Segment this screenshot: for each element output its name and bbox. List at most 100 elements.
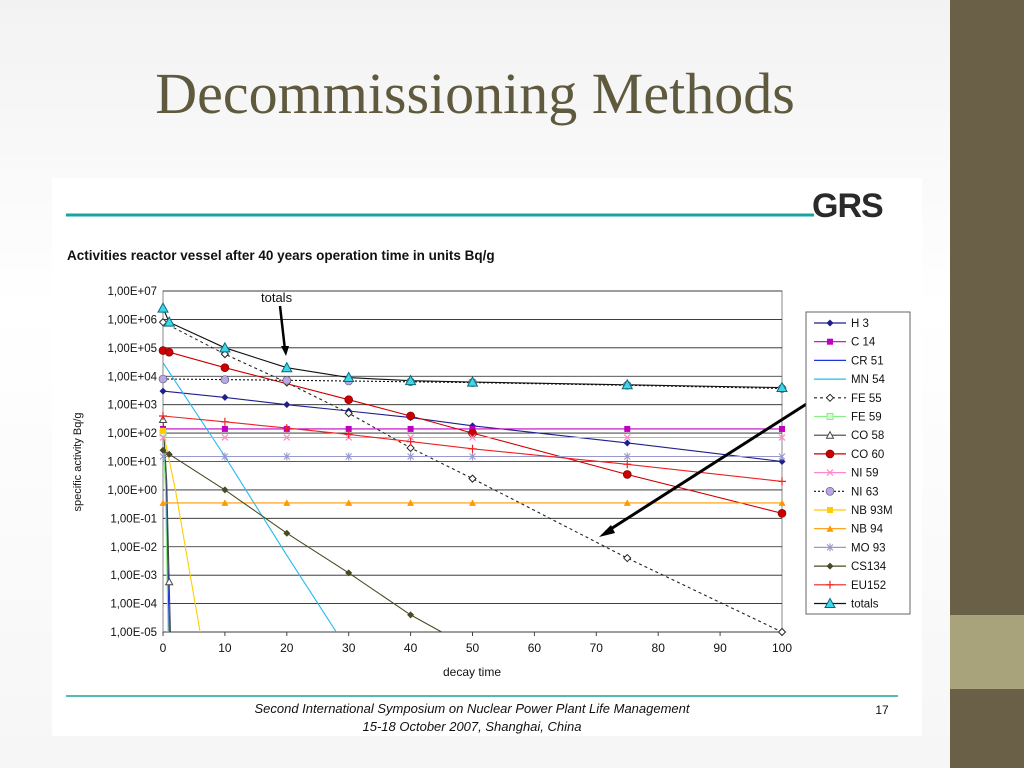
data-point: [623, 452, 631, 461]
grs-logo: GRS: [812, 187, 883, 225]
data-point: [283, 499, 291, 506]
data-point: [826, 469, 834, 477]
data-point: [221, 434, 229, 441]
data-point: [825, 430, 835, 439]
x-axis-label: decay time: [443, 665, 501, 679]
data-point: [220, 363, 230, 372]
legend-label: NB 93M: [851, 505, 893, 517]
y-axis-label: specific activity Bq/g: [72, 412, 84, 511]
legend-label: FE 55: [851, 393, 882, 405]
legend-label: MN 54: [851, 374, 885, 386]
y-tick-label: 1,00E+03: [107, 400, 157, 412]
data-point: [345, 499, 353, 506]
x-tick-label: 90: [713, 641, 727, 655]
fe55-pointer-arrow: [605, 394, 820, 534]
y-tick-label: 1,00E-04: [110, 599, 157, 611]
data-point: [826, 580, 834, 589]
data-point: [623, 460, 632, 469]
x-tick-label: 0: [160, 641, 167, 655]
y-tick-label: 1,00E+06: [107, 314, 157, 326]
y-tick-label: 1,00E+01: [107, 457, 157, 469]
series-markers: [157, 302, 788, 637]
activity-chart: GRS Activities reactor vessel after 40 y…: [66, 187, 911, 734]
chart-title: Activities reactor vessel after 40 years…: [67, 248, 495, 263]
y-tick-label: 1,00E-05: [110, 627, 157, 639]
data-point: [827, 507, 833, 513]
data-point: [826, 562, 834, 570]
data-point: [404, 374, 417, 386]
data-point: [406, 437, 415, 446]
data-point: [777, 627, 787, 637]
data-point: [827, 338, 833, 345]
fe55-pointer-arrowhead: [599, 525, 615, 537]
y-tick-label: 1,00E-03: [110, 570, 157, 582]
data-point: [825, 393, 835, 403]
data-point: [344, 430, 353, 439]
legend: H 3 C 14 CR 51 MN 54 FE 55 FE 59 CO 58 CO 60 NI …: [814, 318, 893, 611]
data-point: [345, 425, 352, 432]
series-line: [163, 430, 201, 632]
x-tick-label: 60: [528, 641, 542, 655]
y-tick-label: 1,00E-01: [110, 513, 157, 525]
data-point: [824, 597, 836, 608]
x-tick-label: 50: [466, 641, 480, 655]
x-tick-label: 20: [280, 641, 294, 655]
data-point: [220, 417, 229, 426]
data-point: [159, 434, 167, 441]
legend-label: CO 58: [851, 430, 884, 442]
footer-date-location: 15-18 October 2007, Shanghai, China: [363, 719, 582, 734]
data-point: [466, 376, 479, 387]
legend-label: CO 60: [851, 449, 884, 461]
data-point: [280, 361, 293, 373]
legend-label: NI 59: [851, 468, 879, 480]
data-point: [469, 499, 476, 506]
x-tick-label: 30: [342, 641, 356, 655]
data-point: [778, 452, 786, 461]
data-point: [825, 449, 835, 459]
y-tick-label: 1,00E+00: [107, 485, 157, 497]
data-point: [164, 347, 174, 357]
data-point: [159, 411, 167, 420]
legend-label: C 14: [851, 337, 876, 349]
data-point: [221, 486, 229, 494]
legend-label: totals: [851, 599, 879, 611]
data-point: [826, 413, 834, 420]
data-point: [283, 434, 291, 441]
data-point: [621, 378, 634, 390]
series-line: [163, 350, 782, 514]
data-point: [159, 499, 167, 506]
data-point: [407, 434, 415, 441]
data-point: [342, 371, 355, 383]
data-point: [407, 425, 414, 432]
data-point: [469, 434, 476, 441]
data-point: [221, 425, 228, 432]
legend-box: [805, 311, 911, 615]
data-point: [826, 543, 834, 552]
legend-label: CR 51: [851, 355, 884, 367]
data-point: [778, 499, 786, 506]
data-point: [778, 477, 786, 486]
series-line: [163, 362, 337, 632]
data-point: [344, 395, 354, 404]
data-point: [623, 434, 631, 441]
legend-label: NI 63: [851, 486, 879, 498]
data-point: [407, 499, 415, 506]
series-line: [163, 415, 782, 482]
data-point: [282, 376, 292, 385]
data-point: [406, 411, 415, 421]
legend-label: H 3: [851, 318, 869, 330]
data-point: [623, 439, 631, 447]
totals-annotation-label: totals: [261, 290, 293, 305]
y-tick-labels: 1,00E-05 1,00E-04 1,00E-03 1,00E-02 1,00E-01…: [107, 286, 157, 639]
slide-content-image: GRS Activities reactor vessel after 40 y…: [52, 178, 922, 736]
y-tick-label: 1,00E-02: [110, 542, 157, 554]
data-point: [159, 446, 167, 454]
data-point: [623, 499, 631, 506]
data-point: [221, 452, 229, 461]
data-point: [623, 553, 632, 563]
totals-annotation-arrowhead: [281, 346, 289, 356]
data-point: [282, 424, 291, 433]
x-tick-label: 10: [218, 641, 232, 655]
footer-page-number: 17: [875, 703, 889, 717]
legend-label: CS134: [851, 561, 887, 573]
